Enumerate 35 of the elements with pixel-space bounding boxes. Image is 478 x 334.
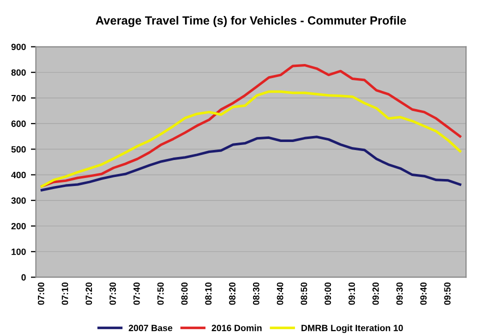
x-tick-label: 08:50: [300, 282, 308, 305]
y-tick-label: 300: [11, 197, 26, 204]
y-tick-label: 800: [11, 69, 26, 76]
y-tick-label: 0: [21, 274, 26, 281]
x-tick-label: 07:30: [110, 282, 116, 305]
x-tick-label: 09:00: [324, 282, 332, 305]
legend-label: 2016 Domin: [212, 324, 262, 332]
x-tick-label: 09:10: [348, 282, 355, 305]
y-tick-label: 400: [11, 172, 26, 178]
y-tick-label: 500: [11, 146, 26, 153]
x-tick-label: 09:50: [444, 282, 451, 305]
y-tick-label: 700: [11, 94, 26, 102]
legend-label: DMRB Logit Iteration 10: [302, 324, 403, 333]
x-tick-label: 08:40: [276, 282, 284, 305]
x-tick-label: 09:20: [372, 282, 379, 305]
y-tick-label: 900: [11, 44, 26, 50]
x-tick-label: 09:40: [420, 282, 427, 305]
x-tick-label: 08:30: [252, 282, 260, 305]
x-tick-label: 08:10: [205, 282, 212, 305]
x-tick-label: 08:20: [229, 282, 236, 305]
line-series: [40, 136, 462, 192]
chart-title: Average Travel Time (s) for Vehicles - Commuter Profile: [96, 16, 406, 28]
legend-label: 2007 Base: [128, 324, 172, 332]
x-tick-label: 09:30: [396, 282, 403, 305]
y-tick-label: 200: [11, 222, 26, 230]
x-tick-label: 07:20: [86, 282, 92, 305]
x-tick-label: 07:40: [133, 282, 140, 305]
y-tick-label: 100: [12, 248, 26, 255]
x-tick-label: 08:00: [181, 282, 188, 305]
x-tick-label: 07:10: [62, 282, 68, 305]
y-tick-label: 600: [11, 120, 26, 127]
x-tick-label: 07:50: [157, 282, 164, 305]
x-tick-label: 07:00: [38, 282, 44, 305]
line-series: [40, 64, 462, 188]
line-series: [40, 90, 462, 188]
